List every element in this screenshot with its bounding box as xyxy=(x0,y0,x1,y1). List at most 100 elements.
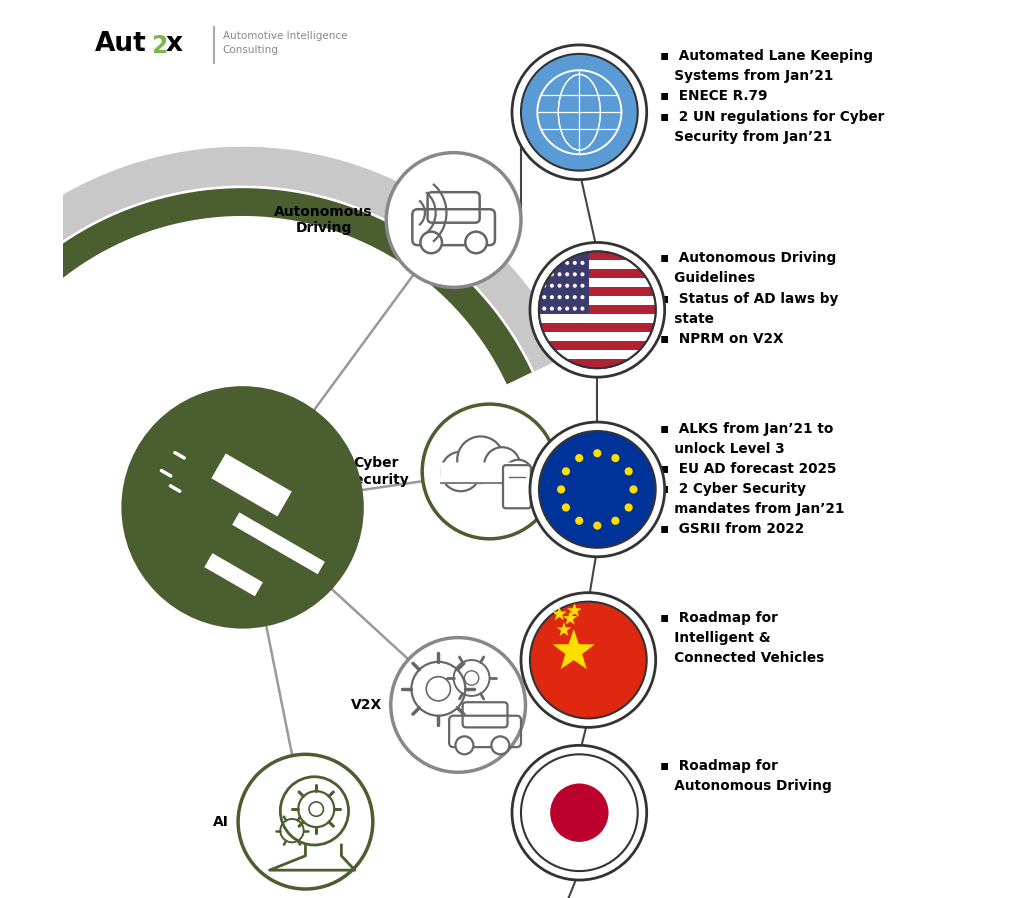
Text: ▪  Automated Lane Keeping
   Systems from Jan’21
▪  ENECE R.79
▪  2 UN regulatio: ▪ Automated Lane Keeping Systems from Ja… xyxy=(660,49,885,144)
Circle shape xyxy=(484,447,520,483)
Circle shape xyxy=(550,295,554,299)
Circle shape xyxy=(521,593,655,727)
Circle shape xyxy=(557,272,561,277)
Bar xyxy=(539,314,655,323)
Circle shape xyxy=(557,306,561,311)
Text: Aut: Aut xyxy=(94,31,146,57)
Circle shape xyxy=(557,485,565,494)
Circle shape xyxy=(521,754,638,871)
Circle shape xyxy=(625,467,633,475)
Circle shape xyxy=(550,260,554,265)
Bar xyxy=(539,341,655,350)
Circle shape xyxy=(572,284,577,287)
Circle shape xyxy=(122,386,364,629)
Bar xyxy=(539,278,655,287)
Circle shape xyxy=(512,745,647,880)
Bar xyxy=(539,332,655,341)
Circle shape xyxy=(581,306,585,311)
Polygon shape xyxy=(211,453,292,516)
Circle shape xyxy=(611,516,620,524)
Circle shape xyxy=(625,504,633,512)
FancyBboxPatch shape xyxy=(503,465,530,508)
Circle shape xyxy=(539,251,655,368)
Circle shape xyxy=(575,516,584,524)
Circle shape xyxy=(550,284,554,287)
Circle shape xyxy=(572,272,577,277)
Text: ▪  Roadmap for
   Intelligent &
   Connected Vehicles: ▪ Roadmap for Intelligent & Connected Ve… xyxy=(660,611,824,665)
Circle shape xyxy=(239,754,373,889)
Circle shape xyxy=(581,284,585,287)
Text: V2X: V2X xyxy=(350,698,382,712)
Circle shape xyxy=(572,260,577,265)
Circle shape xyxy=(557,284,561,287)
Circle shape xyxy=(530,422,665,557)
Text: 2: 2 xyxy=(151,34,167,58)
Text: x: x xyxy=(165,31,182,57)
Bar xyxy=(539,287,655,296)
Circle shape xyxy=(565,284,569,287)
Circle shape xyxy=(572,306,577,311)
Bar xyxy=(539,251,655,260)
Circle shape xyxy=(550,306,554,311)
Circle shape xyxy=(492,736,509,754)
Polygon shape xyxy=(563,611,578,625)
Circle shape xyxy=(543,284,547,287)
Circle shape xyxy=(562,504,570,512)
Circle shape xyxy=(565,272,569,277)
Polygon shape xyxy=(232,513,325,574)
Text: Consulting: Consulting xyxy=(223,45,279,55)
Text: ▪  Roadmap for
   Autonomous Driving: ▪ Roadmap for Autonomous Driving xyxy=(660,759,831,793)
Bar xyxy=(539,269,655,278)
Circle shape xyxy=(543,272,547,277)
Bar xyxy=(539,251,589,314)
Circle shape xyxy=(565,306,569,311)
Bar xyxy=(539,359,655,368)
Polygon shape xyxy=(553,629,595,669)
Circle shape xyxy=(630,485,638,494)
Circle shape xyxy=(539,431,655,548)
FancyBboxPatch shape xyxy=(440,462,514,484)
Circle shape xyxy=(543,260,547,265)
Circle shape xyxy=(465,232,486,253)
Circle shape xyxy=(391,638,525,772)
Polygon shape xyxy=(552,606,566,621)
Circle shape xyxy=(562,467,570,475)
Circle shape xyxy=(581,260,585,265)
Circle shape xyxy=(521,54,638,171)
Circle shape xyxy=(441,452,480,491)
Circle shape xyxy=(557,295,561,299)
Circle shape xyxy=(565,260,569,265)
Text: Autonomous
Driving: Autonomous Driving xyxy=(274,205,373,235)
Bar xyxy=(539,323,655,332)
Circle shape xyxy=(581,295,585,299)
Circle shape xyxy=(575,454,584,462)
Circle shape xyxy=(581,272,585,277)
Circle shape xyxy=(572,295,577,299)
Circle shape xyxy=(550,272,554,277)
Circle shape xyxy=(530,242,665,377)
Circle shape xyxy=(611,454,620,462)
Circle shape xyxy=(421,232,442,253)
Bar xyxy=(539,260,655,269)
Text: AI: AI xyxy=(213,814,229,829)
Bar xyxy=(539,305,655,314)
Circle shape xyxy=(512,45,647,180)
Circle shape xyxy=(422,404,557,539)
Circle shape xyxy=(557,260,561,265)
Polygon shape xyxy=(205,553,263,596)
Circle shape xyxy=(458,436,504,483)
Bar xyxy=(539,296,655,305)
Polygon shape xyxy=(567,603,582,617)
Text: Cyber
Security: Cyber Security xyxy=(344,456,409,487)
Text: Automotive Intelligence: Automotive Intelligence xyxy=(223,31,347,40)
Circle shape xyxy=(550,783,608,842)
Text: ▪  ALKS from Jan’21 to
   unlock Level 3
▪  EU AD forecast 2025
▪  2 Cyber Secur: ▪ ALKS from Jan’21 to unlock Level 3 ▪ E… xyxy=(660,422,845,536)
Circle shape xyxy=(593,522,601,530)
Circle shape xyxy=(565,295,569,299)
Polygon shape xyxy=(557,622,571,636)
Circle shape xyxy=(543,306,547,311)
Circle shape xyxy=(593,449,601,457)
Circle shape xyxy=(504,460,532,489)
Circle shape xyxy=(456,736,473,754)
Text: ▪  Autonomous Driving
   Guidelines
▪  Status of AD laws by
   state
▪  NPRM on : ▪ Autonomous Driving Guidelines ▪ Status… xyxy=(660,251,839,346)
